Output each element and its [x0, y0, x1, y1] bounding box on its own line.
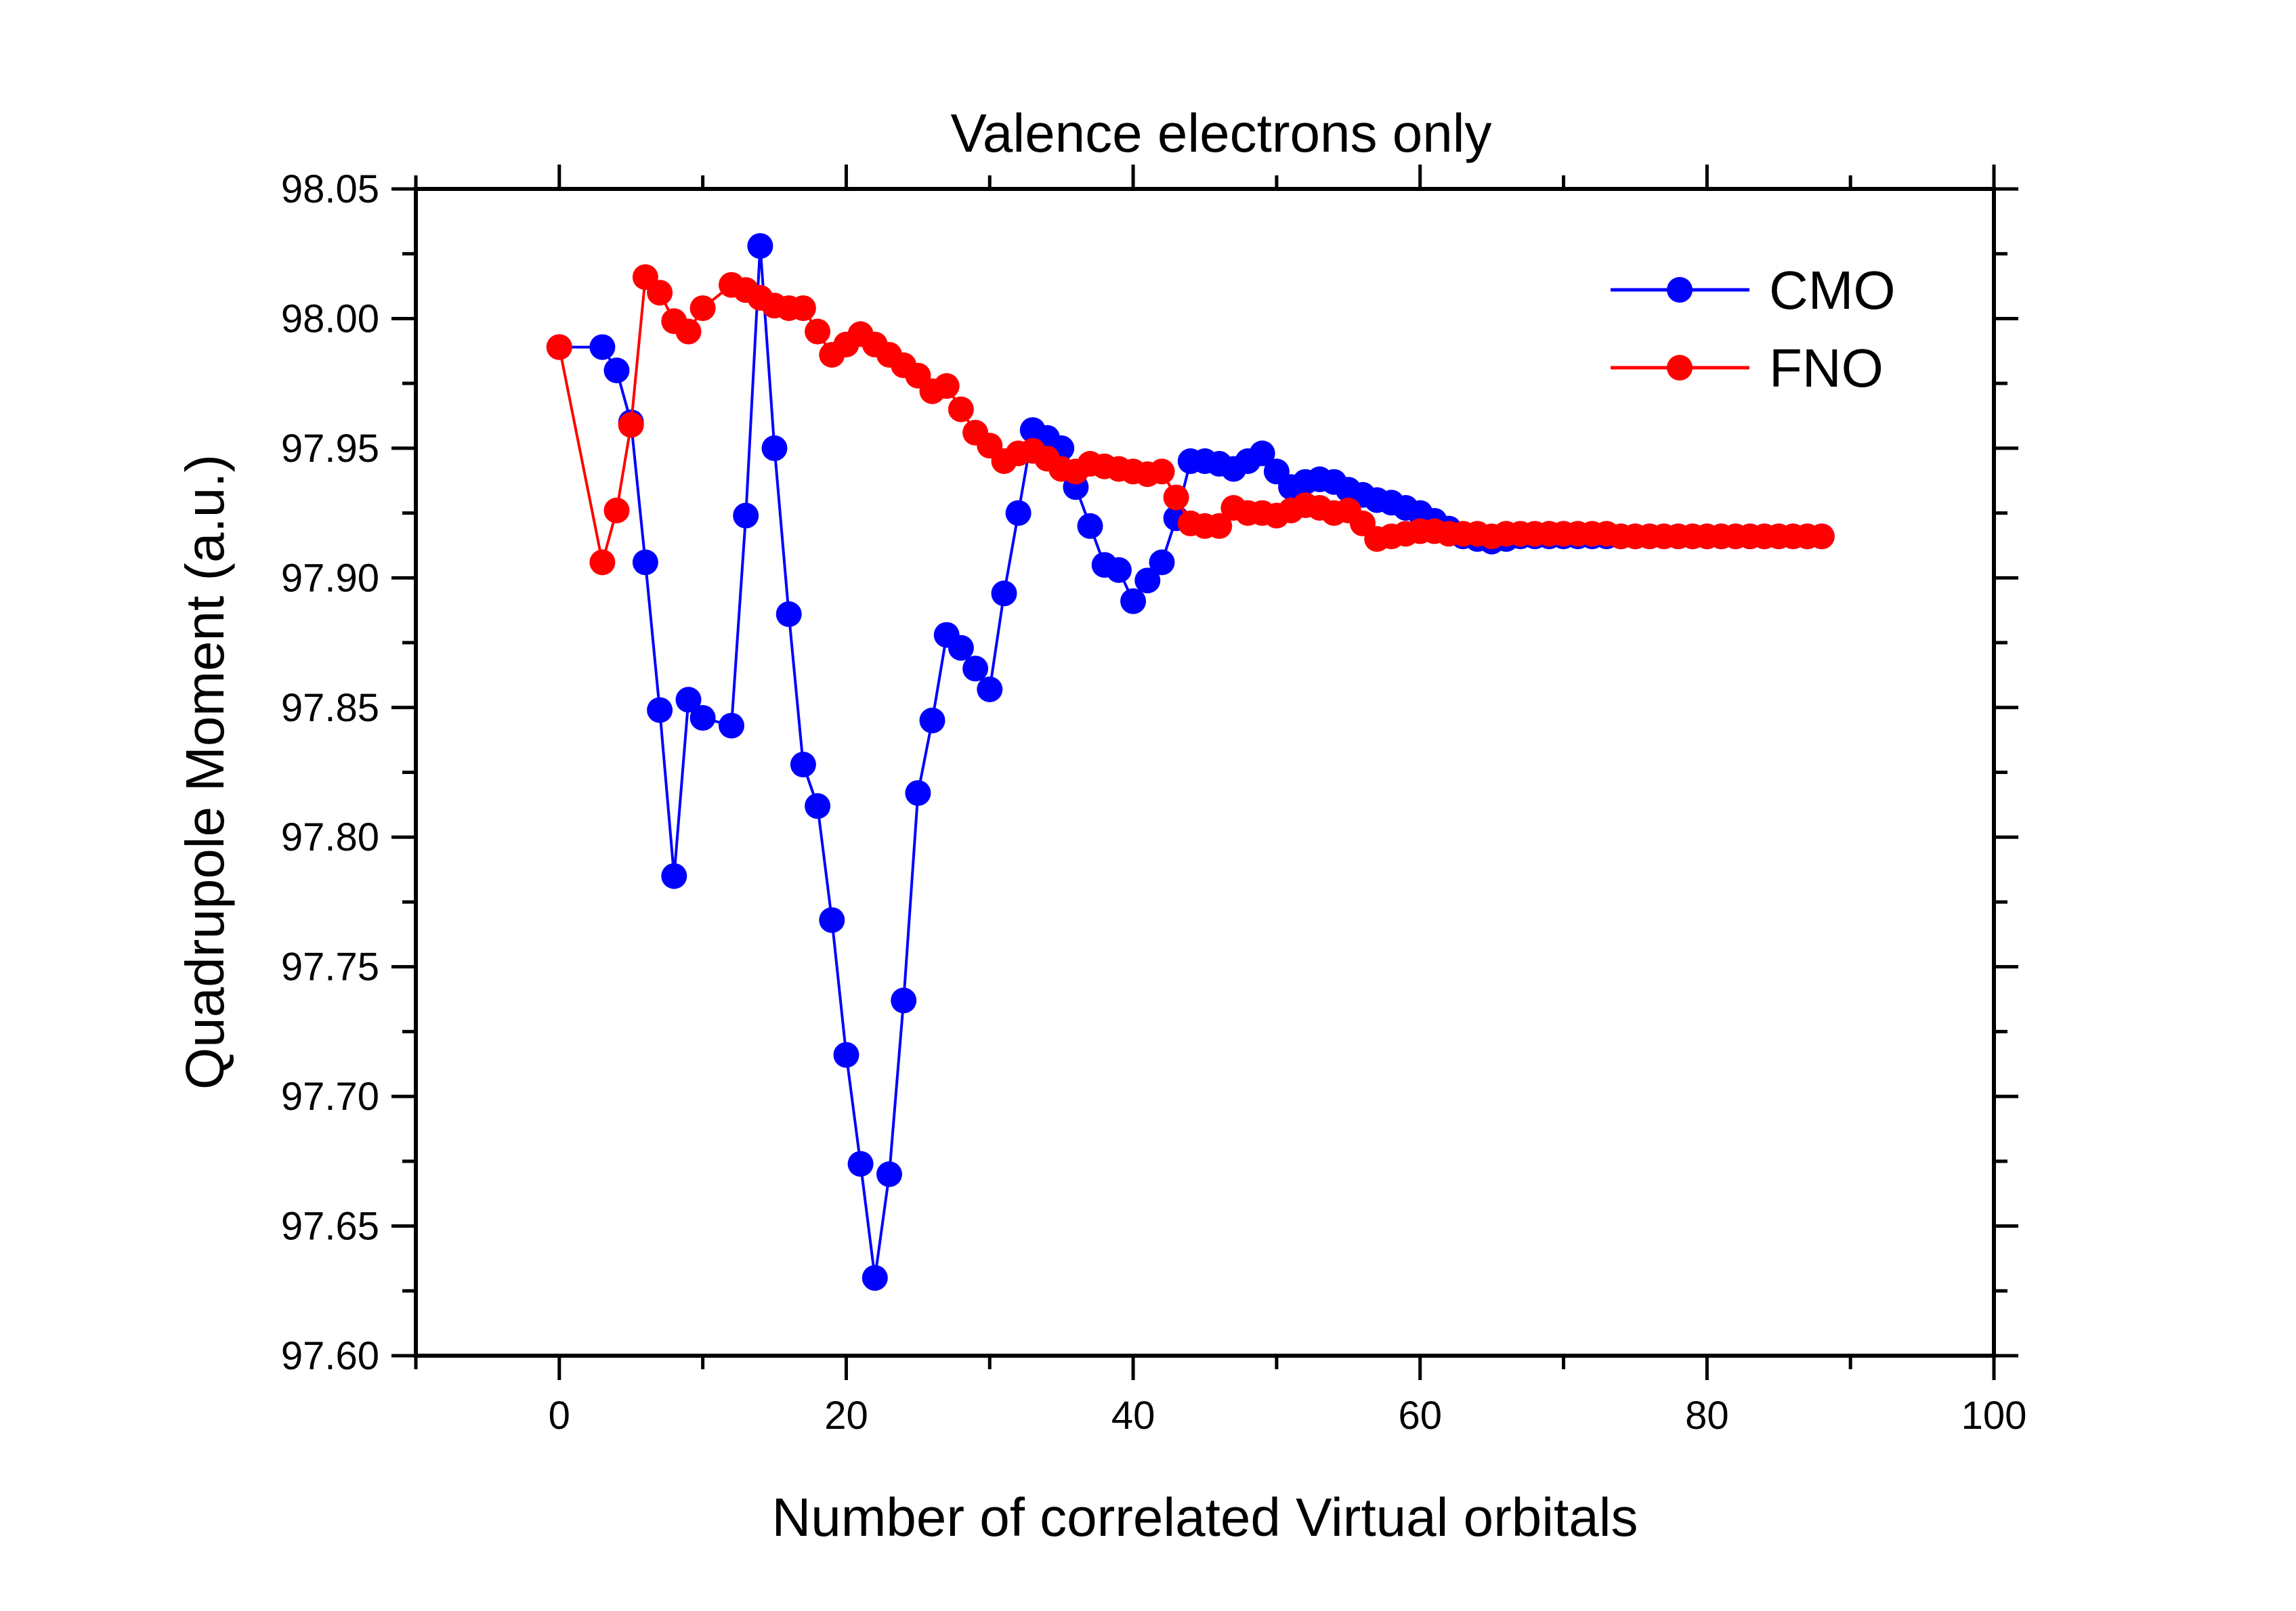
- data-point-fno: [948, 396, 974, 423]
- data-point-cmo: [719, 712, 744, 739]
- legend-marker-cmo: [1667, 277, 1693, 303]
- y-tick-label: 97.70: [281, 1075, 379, 1119]
- x-tick-label: 0: [549, 1394, 570, 1438]
- data-point-fno: [790, 295, 816, 322]
- data-point-cmo: [948, 635, 974, 661]
- data-point-cmo: [919, 707, 945, 733]
- data-point-cmo: [632, 549, 658, 576]
- data-point-cmo: [847, 1151, 874, 1177]
- data-point-cmo: [689, 705, 716, 731]
- data-point-fno: [675, 318, 702, 345]
- data-point-cmo: [675, 687, 702, 713]
- data-point-cmo: [991, 580, 1017, 607]
- data-point-fno: [1206, 513, 1233, 539]
- y-tick-label: 97.75: [281, 945, 379, 989]
- data-point-cmo: [1077, 513, 1103, 539]
- data-point-cmo: [805, 793, 831, 819]
- data-point-fno: [1808, 523, 1835, 550]
- data-point-cmo: [733, 502, 759, 529]
- data-point-cmo: [1105, 557, 1132, 583]
- data-point-cmo: [962, 656, 989, 682]
- axes-ticks: [391, 165, 2018, 1380]
- y-tick-label: 98.00: [281, 297, 379, 341]
- data-point-cmo: [603, 358, 630, 383]
- x-tick-label: 100: [1961, 1394, 2027, 1438]
- x-tick-label: 60: [1398, 1394, 1442, 1438]
- y-tick-label: 97.60: [281, 1334, 379, 1378]
- y-tick-labels: 97.60 97.65 97.70 97.75 97.80 97.85 97.90 97.95…: [281, 167, 379, 1378]
- x-tick-label: 80: [1685, 1394, 1729, 1438]
- data-point-fno: [1163, 484, 1189, 511]
- data-point-cmo: [819, 907, 845, 933]
- data-point-cmo: [1120, 588, 1147, 614]
- data-point-cmo: [876, 1161, 902, 1187]
- y-tick-label: 97.90: [281, 556, 379, 600]
- legend-label-fno: FNO: [1769, 338, 1884, 398]
- y-tick-label: 97.85: [281, 686, 379, 730]
- data-point-fno: [618, 412, 644, 438]
- data-point-fno: [589, 549, 616, 576]
- x-tick-label: 20: [824, 1394, 868, 1438]
- data-point-cmo: [661, 863, 687, 889]
- x-tick-label: 40: [1111, 1394, 1155, 1438]
- y-tick-label: 97.95: [281, 427, 379, 471]
- data-point-cmo: [589, 334, 616, 360]
- data-point-fno: [1149, 458, 1175, 485]
- data-point-cmo: [1005, 500, 1032, 526]
- data-point-cmo: [833, 1041, 859, 1068]
- legend: CMO FNO: [1611, 260, 1896, 398]
- data-point-cmo: [891, 987, 917, 1014]
- x-axis-label: Number of correlated Virtual orbitals: [771, 1487, 1638, 1547]
- data-point-fno: [647, 280, 673, 306]
- data-point-fno: [603, 497, 630, 523]
- data-point-cmo: [1149, 549, 1175, 576]
- data-point-fno: [933, 373, 960, 399]
- data-point-cmo: [1134, 567, 1161, 594]
- data-point-cmo: [775, 601, 802, 627]
- data-point-cmo: [977, 676, 1003, 702]
- data-point-cmo: [647, 697, 673, 723]
- y-tick-label: 97.80: [281, 815, 379, 859]
- x-tick-labels: 0 20 40 60 80 100: [549, 1394, 2027, 1438]
- legend-label-cmo: CMO: [1769, 260, 1896, 320]
- data-point-fno: [805, 318, 831, 345]
- plot-frame: [414, 187, 1996, 1358]
- data-point-cmo: [747, 233, 773, 259]
- data-point-cmo: [905, 780, 931, 807]
- y-tick-label: 97.65: [281, 1205, 379, 1249]
- chart-title: Valence electrons only: [951, 103, 1492, 163]
- data-point-cmo: [761, 435, 788, 461]
- data-point-cmo: [862, 1265, 888, 1291]
- data-point-fno: [689, 295, 716, 322]
- data-point-fno: [546, 334, 572, 360]
- data-point-cmo: [790, 752, 816, 777]
- series-layer: [546, 233, 1835, 1291]
- y-axis-label: Quadrupole Moment (a.u.): [175, 454, 235, 1090]
- y-tick-label: 98.05: [281, 167, 379, 211]
- data-point-cmo: [1249, 440, 1275, 467]
- legend-marker-fno: [1667, 355, 1693, 381]
